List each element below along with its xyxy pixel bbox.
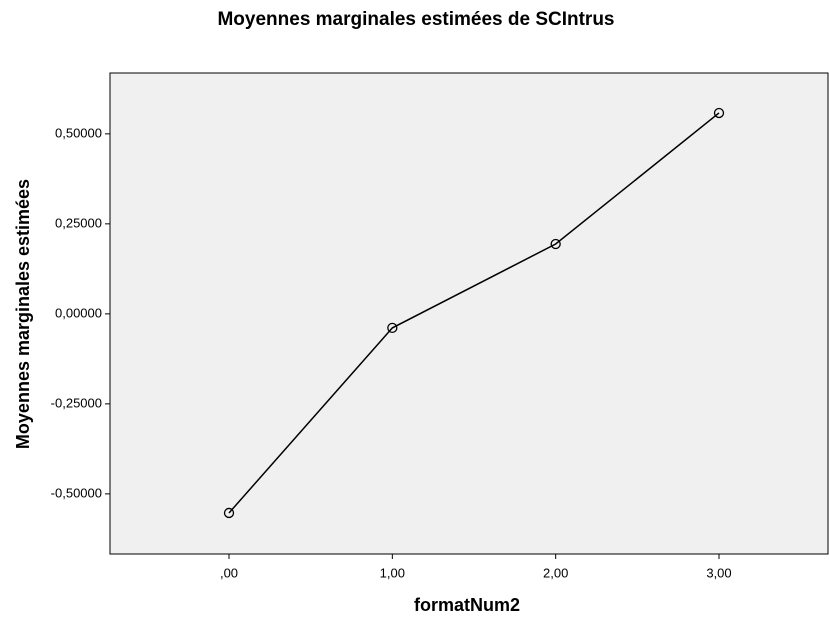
y-tick-label: 0,50000: [55, 125, 102, 140]
x-tick-label: 2,00: [543, 565, 568, 580]
x-axis-title: formatNum2: [414, 595, 520, 615]
y-axis-title: Moyennes marginales estimées: [13, 179, 33, 449]
y-tick-label: -0,50000: [51, 485, 102, 500]
marker: [223, 507, 235, 519]
marker: [713, 107, 725, 119]
line: [228, 112, 720, 514]
marker: [387, 322, 398, 334]
y-tick-label: -0,25000: [51, 395, 102, 410]
y-tick-label: 0,25000: [55, 215, 102, 230]
x-tick-label: ,00: [220, 565, 238, 580]
x-tick-label: 3,00: [706, 565, 731, 580]
x-tick-label: 1,00: [380, 565, 405, 580]
chart-title: Moyennes marginales estimées de SCIntrus: [217, 9, 614, 30]
marker: [550, 238, 561, 250]
plot-area: [109, 72, 829, 555]
y-tick-label: 0,00000: [55, 305, 102, 320]
